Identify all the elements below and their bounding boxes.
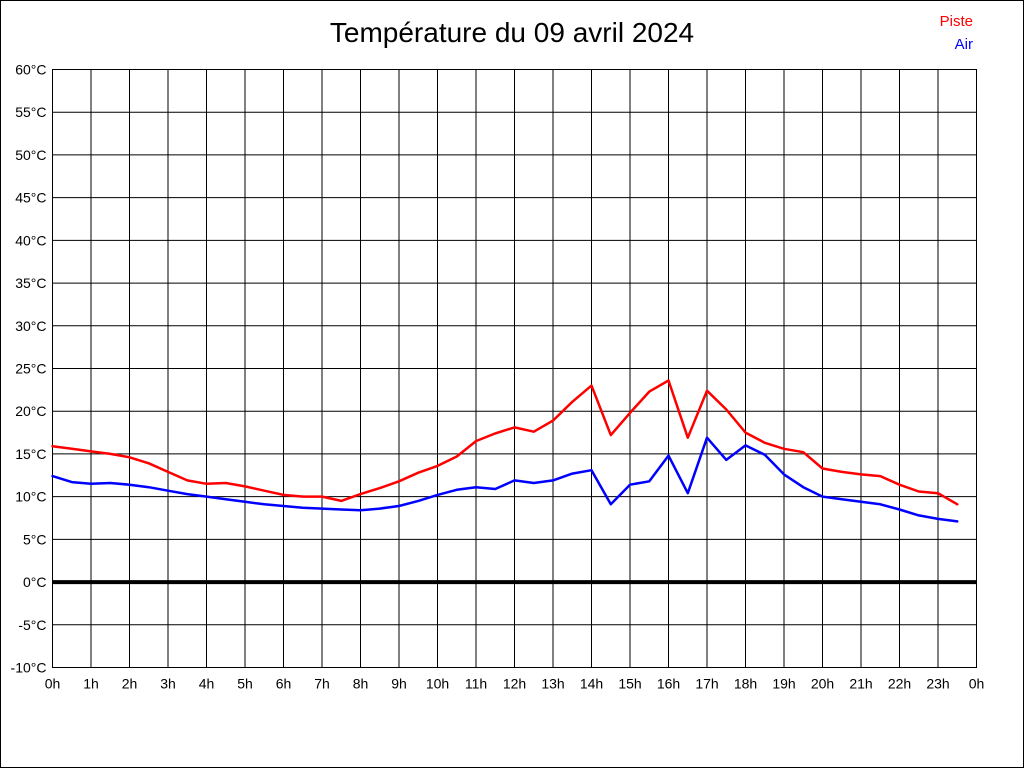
y-tick-label: 5°C [23, 531, 47, 547]
chart-title: Température du 09 avril 2024 [329, 17, 695, 48]
y-tick-label: 30°C [15, 318, 46, 334]
x-tick-label: 21h [849, 676, 872, 692]
y-tick-label: 35°C [15, 275, 46, 291]
series-line-air [51, 436, 959, 523]
x-tick-label: 3h [160, 676, 176, 692]
x-tick-label: 7h [314, 676, 330, 692]
legend-item-air: Air [954, 36, 973, 53]
chart-legend: Piste Air [940, 10, 973, 56]
x-tick-label: 17h [695, 676, 718, 692]
x-tick-label: 8h [353, 676, 369, 692]
x-tick-label: 16h [657, 676, 680, 692]
x-tick-label: 13h [541, 676, 564, 692]
y-tick-label: -5°C [18, 617, 46, 633]
grid-layer [52, 69, 977, 668]
x-tick-label: 2h [122, 676, 138, 692]
x-tick-label: 4h [199, 676, 215, 692]
axis-labels-layer: 0h 1h 2h 3h 4h 5h 6h 7h 8h 9h 10h 11h 12h 13h 14h 15h 16… [11, 62, 985, 692]
y-tick-label: 0°C [23, 574, 47, 590]
x-tick-label: 11h [465, 676, 487, 692]
x-tick-label: 19h [772, 676, 795, 692]
x-tick-label: 0h [45, 676, 61, 692]
y-tick-label: 15°C [15, 446, 46, 462]
y-tick-label: 25°C [15, 361, 46, 377]
x-tick-label: 14h [580, 676, 603, 692]
x-tick-label: 0h [969, 676, 985, 692]
x-tick-label: 9h [391, 676, 407, 692]
y-tick-label: 40°C [15, 232, 46, 248]
legend-item-piste: Piste [939, 13, 973, 30]
y-tick-label: -10°C [11, 660, 47, 676]
x-tick-label: 20h [811, 676, 834, 692]
x-tick-label: 5h [237, 676, 253, 692]
x-tick-label: 23h [926, 676, 949, 692]
x-tick-label: 15h [618, 676, 641, 692]
x-tick-label: 22h [888, 676, 911, 692]
y-tick-label: 55°C [15, 104, 46, 120]
series-line-piste [51, 379, 959, 506]
plot-border [52, 69, 977, 668]
x-tick-label: 18h [734, 676, 757, 692]
series-layer [51, 379, 959, 523]
y-tick-label: 10°C [15, 489, 46, 505]
x-tick-label: 6h [276, 676, 292, 692]
y-tick-label: 20°C [15, 403, 46, 419]
y-tick-label: 60°C [15, 62, 46, 78]
y-tick-label: 50°C [15, 147, 46, 163]
x-tick-label: 1h [83, 676, 99, 692]
x-tick-label: 12h [503, 676, 526, 692]
x-tick-label: 10h [426, 676, 449, 692]
y-tick-label: 45°C [15, 190, 46, 206]
